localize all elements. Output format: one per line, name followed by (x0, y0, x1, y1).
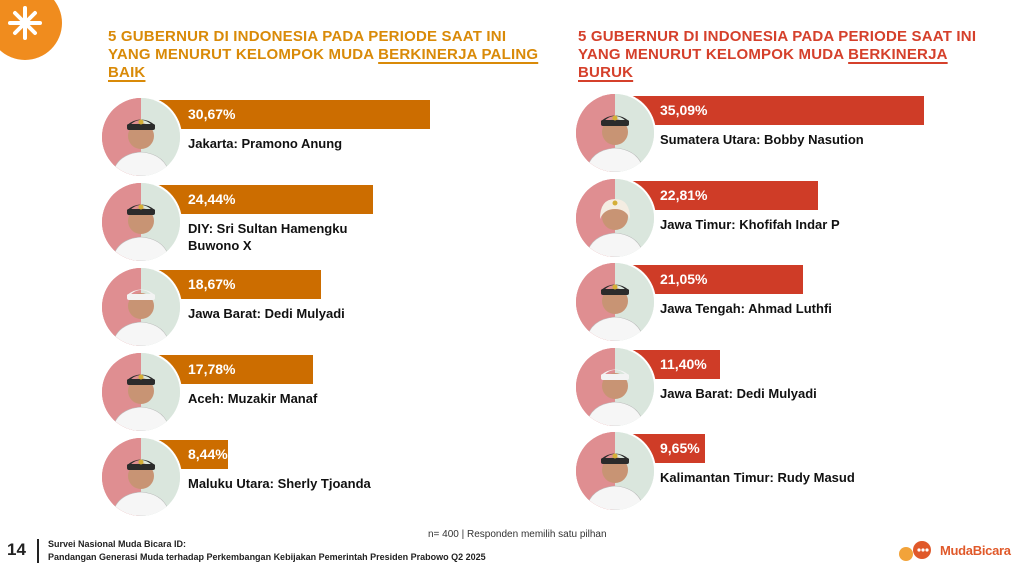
best-category-label-2: DIY: Sri Sultan Hamengku Buwono X (188, 221, 348, 253)
best-governor-photo-1 (102, 98, 180, 176)
footer-divider (37, 539, 39, 563)
worst-value-label-1: 35,09% (660, 102, 708, 118)
best-value-label-1: 30,67% (188, 106, 236, 122)
worst-governor-photo-5 (576, 432, 654, 510)
worst-value-label-2: 22,81% (660, 186, 708, 203)
worst-governor-photo-1 (576, 94, 654, 172)
worst-value-label-4: 11,40% (660, 355, 707, 372)
best-title-emphasis: BERKINERJA PALING BAIK (108, 46, 539, 81)
worst-governor-photo-3 (576, 263, 654, 341)
best-value-label-2: 24,44% (188, 191, 236, 207)
worst-category-label-2: Jawa Timur: Khofifah Indar P (660, 216, 840, 232)
page-number: 14 (7, 540, 26, 559)
best-category-label-5: Maluku Utara: Sherly Tjoanda (188, 476, 371, 491)
worst-bar-5 (622, 434, 705, 463)
footer-survey-title: Survei Nasional Muda Bicara ID: (48, 539, 187, 549)
best-value-label-5: 8,44% (188, 446, 228, 462)
worst-bar-3 (622, 265, 803, 294)
best-value-label-3: 18,67% (188, 276, 236, 292)
worst-category-label-5: Kalimantan Timur: Rudy Masud (660, 470, 855, 485)
best-governor-photo-3 (102, 268, 180, 346)
worst-category-label-1: Sumatera Utara: Bobby Nasution (660, 132, 864, 147)
worst-value-label-3: 21,05% (660, 271, 708, 287)
brand-burst-logo (0, 0, 62, 60)
footer-survey-subtitle: Pandangan Generasi Muda terhadap Perkemb… (48, 552, 486, 562)
worst-governor-photo-2 (576, 178, 654, 257)
best-value-label-4: 17,78% (188, 361, 236, 377)
best-bar-2 (152, 185, 373, 214)
worst-title-emphasis: BERKINERJA BURUK (578, 46, 948, 81)
worst-category-label-3: Jawa Tengah: Ahmad Luthfi (660, 301, 832, 316)
best-category-label-1: Jakarta: Pramono Anung (188, 136, 343, 151)
worst-chart-title: 5 GUBERNUR DI INDONESIA PADA PERIODE SAA… (578, 28, 977, 81)
best-category-label-4: Aceh: Muzakir Manaf (188, 391, 318, 406)
brand-name: MudaBicara (940, 543, 1011, 558)
best-bar-5 (152, 440, 228, 469)
best-category-label-3: Jawa Barat: Dedi Mulyadi (188, 306, 345, 321)
worst-bar-2 (622, 180, 818, 210)
worst-governor-photo-4 (576, 347, 654, 426)
best-bar-4 (152, 355, 313, 384)
best-bar-1 (152, 100, 430, 129)
worst-bar-1 (622, 96, 924, 125)
best-bar-3 (152, 270, 321, 299)
best-chart-title: 5 GUBERNUR DI INDONESIA PADA PERIODE SAA… (108, 28, 539, 81)
mudabicara-logo-icon (899, 541, 931, 561)
sample-note: n= 400 | Responden memilih satu pilhan (428, 529, 607, 540)
worst-bar-4 (622, 349, 720, 379)
best-governor-photo-4 (102, 353, 180, 431)
worst-value-label-5: 9,65% (660, 440, 700, 456)
worst-category-label-4: Jawa Barat: Dedi Mulyadi (660, 385, 817, 401)
best-governor-photo-2 (102, 183, 180, 261)
best-governor-photo-5 (102, 438, 180, 516)
